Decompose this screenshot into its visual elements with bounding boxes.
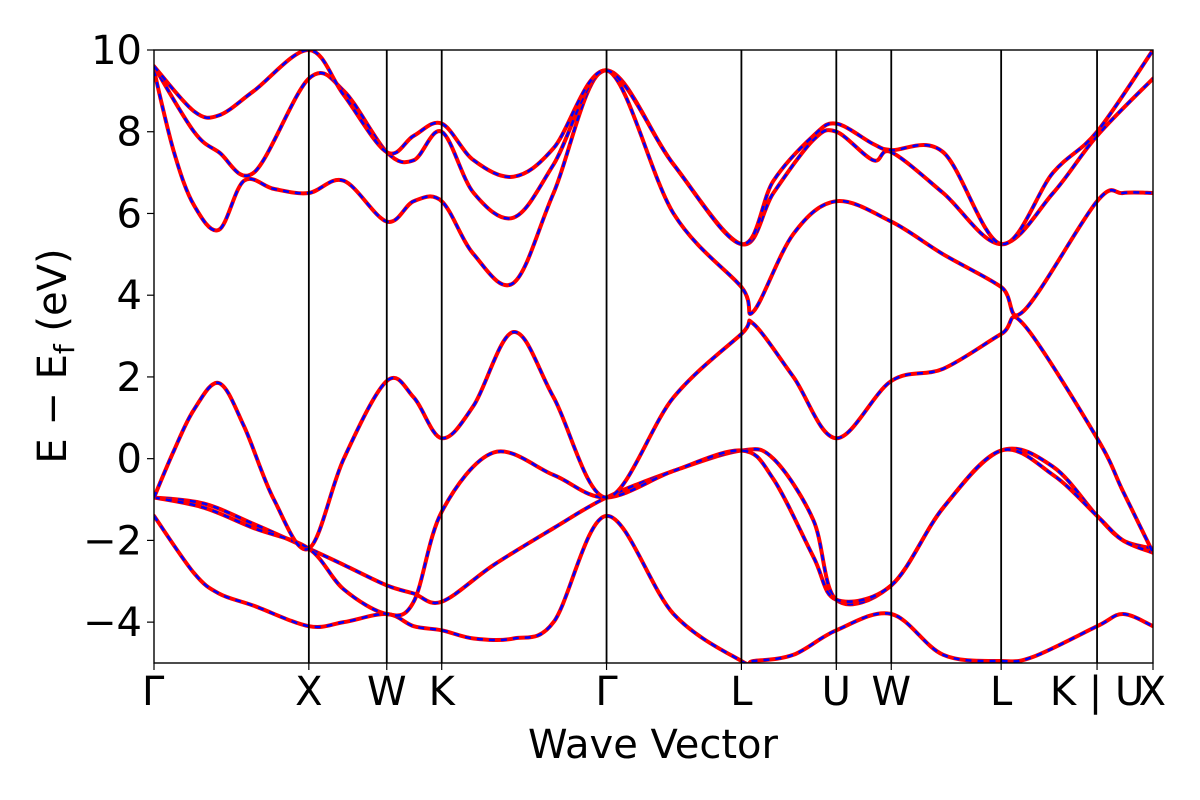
- x-axis-label: Wave Vector: [528, 722, 779, 768]
- y-tick-label: −4: [83, 600, 142, 646]
- y-tick-label: 2: [117, 355, 142, 401]
- band-4-dashed-line: [154, 315, 1153, 554]
- y-tick-label: 8: [117, 110, 142, 156]
- y-tick-label: 4: [117, 273, 142, 319]
- x-tick-label: X: [295, 669, 322, 715]
- band-6-solid-line: [154, 64, 1153, 247]
- plot-frame: [153, 49, 1154, 664]
- x-tick-label: W: [871, 669, 911, 715]
- bands-layer: [154, 50, 1153, 663]
- x-tick-label: X: [1139, 669, 1166, 715]
- x-tick-label: L: [990, 669, 1013, 715]
- y-tick-label: 10: [91, 28, 142, 74]
- y-axis-label-unit: (eV): [30, 248, 76, 344]
- band-5-solid-line: [154, 68, 1153, 318]
- k-point-lines: [307, 50, 1098, 663]
- y-tick-label: 0: [117, 437, 142, 483]
- y-axis-label-subscript: f: [48, 343, 81, 354]
- band-3-dashed-line: [154, 448, 1153, 617]
- band-7-solid-line: [154, 50, 1153, 247]
- x-tick-label: K: [429, 669, 457, 715]
- band-1-solid-line: [154, 513, 1153, 663]
- band-1-dashed-line: [154, 514, 1153, 663]
- x-tick-label: W: [367, 669, 407, 715]
- x-tick-label: K | U: [1050, 669, 1144, 715]
- x-tick-label: U: [822, 669, 851, 715]
- x-tick-label: L: [730, 669, 753, 715]
- y-axis-label-main: E − E: [30, 354, 76, 464]
- band-4-solid-line: [154, 314, 1153, 555]
- band-7-dashed-line: [154, 50, 1153, 246]
- band-6-dashed-line: [154, 65, 1153, 246]
- band-5-dashed-line: [154, 69, 1153, 317]
- x-tick-label: Γ: [595, 669, 618, 715]
- y-ticks: −4 −2 0 2 4 6 8 10: [83, 28, 154, 646]
- y-tick-label: −2: [83, 518, 142, 564]
- y-tick-label: 6: [117, 191, 142, 237]
- y-axis-label: E − Ef (eV): [30, 248, 81, 463]
- band-3-solid-line: [154, 447, 1153, 618]
- x-tick-label: Γ: [142, 669, 165, 715]
